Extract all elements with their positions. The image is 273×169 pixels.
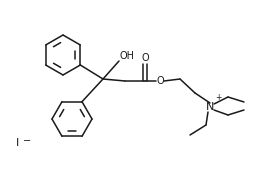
Text: I: I bbox=[16, 138, 19, 148]
Text: O: O bbox=[141, 53, 149, 63]
Text: O: O bbox=[156, 76, 164, 86]
Text: N: N bbox=[206, 102, 214, 112]
Text: +: + bbox=[215, 93, 221, 102]
Text: OH: OH bbox=[120, 51, 135, 61]
Text: −: − bbox=[23, 136, 31, 146]
